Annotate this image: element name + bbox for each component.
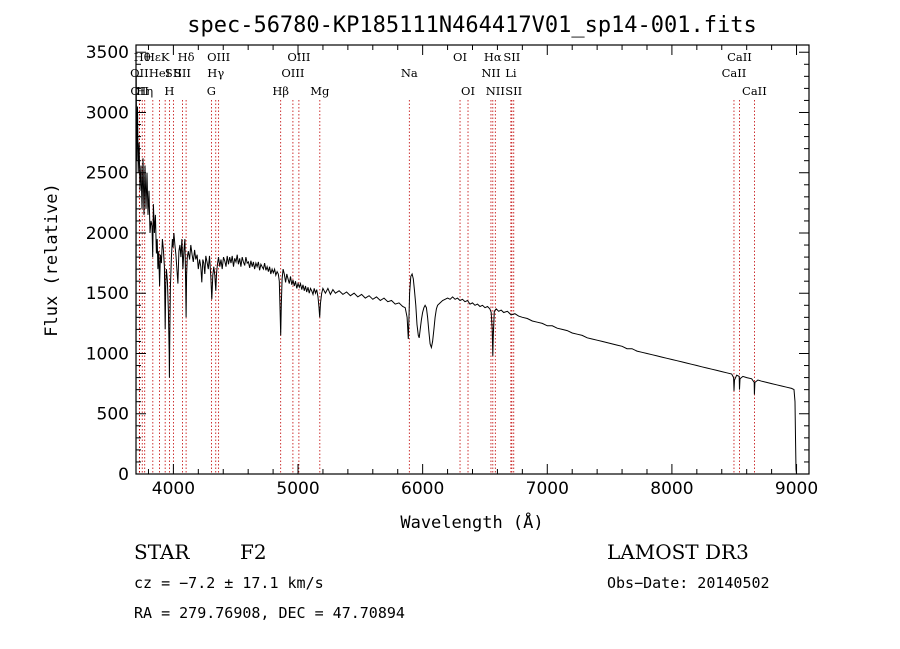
y-tick-label: 500: [97, 405, 129, 425]
line-marker-label: SII: [505, 84, 522, 98]
x-tick-label: 5000: [276, 479, 319, 499]
axis-ticks: 4000 5000 6000 7000 8000 9000 0 500 1000 1500 2000…: [86, 43, 818, 499]
redshift-cz: cz = −7.2 ± 17.1 km/s: [134, 574, 324, 592]
subclass: F2: [240, 540, 267, 564]
line-marker-label: Hθ: [134, 50, 151, 64]
line-marker-label: HeI: [149, 66, 170, 80]
x-tick-label: 4000: [152, 479, 195, 499]
y-tick-label: 0: [118, 465, 129, 485]
coordinates: RA = 279.76908, DEC = 47.70894: [134, 604, 405, 622]
line-marker-label: CaII: [722, 66, 747, 80]
line-marker-label: H: [164, 84, 174, 98]
line-marker-label: OIII: [287, 50, 310, 64]
y-tick-label: 1000: [86, 344, 129, 364]
survey-name: LAMOST DR3: [607, 540, 749, 564]
line-marker-label: OI: [461, 84, 475, 98]
line-marker-label: Hδ: [178, 50, 195, 64]
y-tick-label: 2000: [86, 224, 129, 244]
line-marker-label: NII: [486, 84, 505, 98]
line-marker-label: OIII: [281, 66, 304, 80]
line-marker-label: OII: [130, 66, 149, 80]
y-tick-label: 3000: [86, 103, 129, 123]
y-tick-label: 2500: [86, 164, 129, 184]
line-marker-label: Li: [505, 66, 517, 80]
x-tick-label: 7000: [526, 479, 569, 499]
x-tick-label: 8000: [650, 479, 693, 499]
line-marker-label: SII: [503, 50, 520, 64]
line-marker-label: OI: [453, 50, 467, 64]
y-axis-label: Flux (relative): [42, 183, 62, 337]
line-marker-label: SII: [174, 66, 191, 80]
line-marker-label: CaII: [742, 84, 767, 98]
line-marker-label: K: [161, 50, 170, 64]
spectrum-line: [135, 76, 797, 475]
y-tick-label: 1500: [86, 284, 129, 304]
line-marker-label: Mg: [310, 84, 330, 98]
y-tick-label: 3500: [86, 43, 129, 63]
line-marker-label: CaII: [727, 50, 752, 64]
line-marker-label: NII: [481, 66, 500, 80]
line-marker-label: OII: [130, 84, 149, 98]
line-marker-label: Hη: [136, 84, 153, 98]
line-marker-label: Na: [401, 66, 418, 80]
plot-frame: [135, 44, 810, 475]
line-marker-label: G: [207, 84, 216, 98]
x-tick-label: 9000: [775, 479, 818, 499]
line-marker-label: Hγ: [207, 66, 224, 80]
chart-title: spec-56780-KP185111N464417V01_sp14-001.f…: [187, 13, 757, 38]
object-class: STAR: [134, 540, 190, 564]
line-marker-label: Hα: [484, 50, 502, 64]
x-axis-label: Wavelength (Å): [400, 511, 543, 533]
line-marker-label: SII: [165, 66, 182, 80]
line-marker-label: OIII: [207, 50, 230, 64]
x-tick-label: 6000: [401, 479, 444, 499]
line-marker-label: Hε: [145, 50, 161, 64]
line-marker-label: Hβ: [272, 84, 289, 98]
obs-date: Obs−Date: 20140502: [607, 574, 770, 592]
line-markers: OIIOIIHθHηHεHeIKHSIIHδSIIGHγOIIIHβOIIIOI…: [130, 50, 767, 474]
